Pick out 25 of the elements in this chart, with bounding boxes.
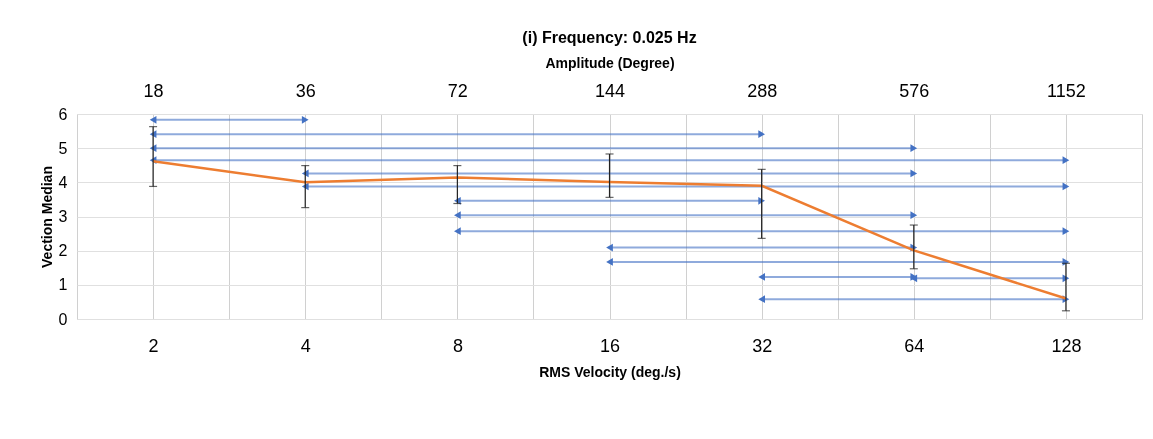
y-tick-label: 6 <box>58 105 68 123</box>
text: 576 <box>899 80 930 101</box>
x-tick-label: 4 <box>300 335 311 356</box>
x-tick-label: 2 <box>148 335 159 356</box>
y-tick-label: 0 <box>58 310 68 328</box>
x-tick-label: 8 <box>452 335 463 356</box>
x-tick-label: 32 <box>752 335 773 356</box>
text: 18 <box>143 80 164 101</box>
x-axis-title: RMS Velocity (deg./s) <box>539 363 681 380</box>
text: 144 <box>594 80 626 101</box>
y-axis-title: Vection Median <box>38 166 55 268</box>
y-tick-label: 3 <box>58 208 68 225</box>
y-tick-label: 2 <box>58 242 68 260</box>
text: 72 <box>447 80 468 101</box>
y-tick-label: 5 <box>58 139 68 157</box>
text: 288 <box>747 80 778 101</box>
y-tick-label: 1 <box>58 276 68 294</box>
text: 1152 <box>1047 80 1086 101</box>
x2-axis-title: Amplitude (Degree) <box>545 54 675 71</box>
x-tick-label: 64 <box>904 335 925 356</box>
chart-title: (i) Frequency: 0.025 Hz <box>522 29 697 46</box>
y-tick-label: 4 <box>58 173 68 191</box>
x-tick-label: 16 <box>600 335 621 356</box>
text: 36 <box>295 80 316 101</box>
x-tick-label: 128 <box>1051 335 1082 356</box>
